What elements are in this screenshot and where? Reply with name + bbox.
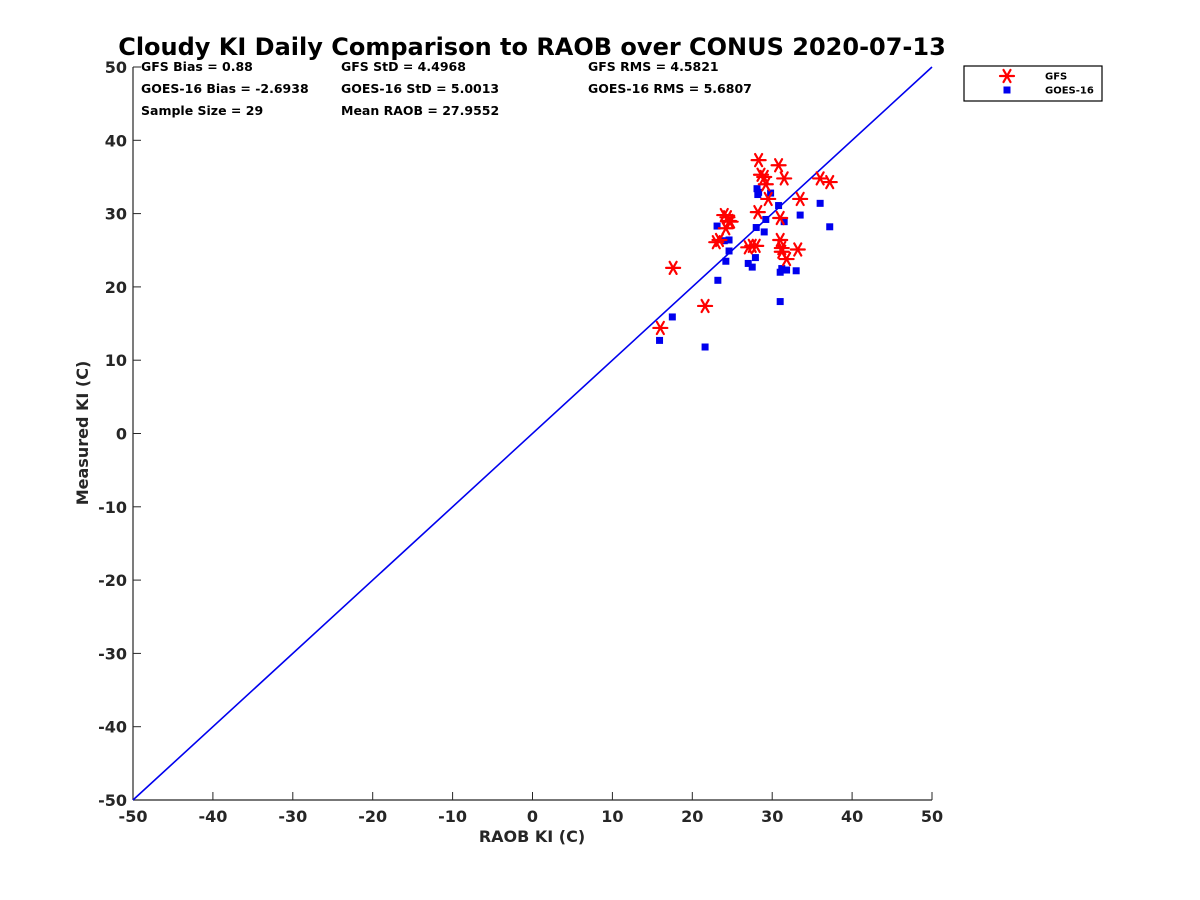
stat-label: GOES-16 RMS = 5.6807: [588, 81, 752, 96]
y-axis-label: Measured KI (C): [73, 361, 92, 506]
x-tick-label: -50: [119, 807, 148, 826]
goes16-point: [816, 199, 824, 207]
legend: GFS GOES-16: [963, 65, 1103, 102]
goes16-point: [725, 236, 733, 244]
y-tick-label: -50: [98, 791, 127, 810]
goes16-point: [755, 188, 763, 196]
y-tick-label: -10: [98, 498, 127, 517]
gfs-point: [789, 242, 806, 257]
goes16-point: [796, 211, 804, 219]
y-tick-label: -30: [98, 644, 127, 663]
goes16-point: [722, 257, 730, 265]
goes16-point: [826, 223, 834, 231]
y-tick-label: 10: [105, 351, 127, 370]
legend-label: GFS: [1045, 72, 1067, 83]
y-tick-label: 50: [105, 58, 127, 77]
goes16-point: [656, 336, 664, 344]
chart-title: Cloudy KI Daily Comparison to RAOB over …: [118, 33, 946, 61]
legend-gfs-marker: [998, 68, 1016, 84]
y-tick-label: -20: [98, 571, 127, 590]
x-tick-label: 0: [527, 807, 538, 826]
goes16-point: [725, 247, 733, 255]
gfs-point: [757, 177, 774, 192]
goes16-point: [780, 218, 788, 226]
stat-label: GOES-16 Bias = -2.6938: [141, 81, 309, 96]
goes16-point: [701, 343, 709, 351]
goes16-point: [762, 215, 770, 223]
goes16-point: [668, 313, 676, 321]
gfs-point: [772, 232, 789, 248]
goes16-point: [753, 185, 761, 193]
legend-label: GOES-16: [1045, 86, 1094, 97]
x-axis-label: RAOB KI (C): [479, 827, 585, 846]
stat-label: GFS StD = 4.4968: [341, 59, 466, 74]
gfs-point: [652, 320, 669, 336]
y-axis-ticks: 50 40 30 20 10 0 -10 -20 -30 -40 -50: [98, 58, 141, 810]
goes16-point: [748, 263, 756, 271]
stat-label: Sample Size = 29: [141, 103, 263, 118]
y-tick-label: 30: [105, 205, 127, 224]
gfs-point: [772, 210, 789, 226]
series-goes-16: [656, 185, 834, 351]
x-axis-ticks: -50 -40 -30 -20 -10 0 10 20 30 40 50: [119, 792, 943, 826]
x-tick-label: 10: [601, 807, 623, 826]
stat-label: GFS Bias = 0.88: [141, 59, 253, 74]
stat-label: Mean RAOB = 27.9552: [341, 103, 499, 118]
legend-box: [963, 65, 1103, 102]
y-tick-label: -40: [98, 718, 127, 737]
goes16-point: [714, 276, 722, 284]
data-series: [652, 152, 838, 351]
goes16-point: [778, 265, 786, 273]
gfs-point: [749, 204, 766, 220]
x-tick-label: -20: [358, 807, 387, 826]
legend-goes16-marker: [1003, 86, 1011, 94]
gfs-point: [665, 260, 682, 276]
gfs-point: [776, 171, 793, 186]
gfs-point: [696, 298, 714, 314]
y-tick-label: 40: [105, 131, 127, 150]
goes16-point: [783, 266, 791, 274]
goes16-point: [776, 268, 784, 276]
gfs-point: [770, 158, 787, 173]
goes16-point: [775, 202, 783, 210]
goes16-point: [713, 222, 721, 230]
stat-label: GOES-16 StD = 5.0013: [341, 81, 499, 96]
gfs-point: [720, 213, 738, 229]
one-to-one-reference-line: [132, 66, 933, 801]
goes16-point: [751, 254, 759, 262]
x-tick-label: -40: [198, 807, 227, 826]
goes16-point: [744, 259, 752, 267]
goes16-point: [752, 224, 760, 232]
gfs-point: [750, 152, 767, 168]
y-tick-label: 0: [116, 425, 127, 444]
gfs-point: [711, 232, 728, 248]
y-tick-label: 20: [105, 278, 127, 297]
goes16-point: [760, 228, 768, 236]
x-tick-label: -30: [278, 807, 307, 826]
goes16-point: [776, 298, 784, 306]
gfs-point: [821, 174, 838, 190]
goes16-point: [792, 267, 800, 275]
gfs-point: [748, 238, 765, 254]
x-tick-label: 20: [681, 807, 703, 826]
gfs-point: [778, 251, 795, 267]
x-tick-label: 40: [841, 807, 863, 826]
series-gfs: [652, 152, 838, 336]
x-tick-label: 30: [761, 807, 783, 826]
stats-annotations: GFS Bias = 0.88 GFS StD = 4.4968 GFS RMS =…: [141, 59, 752, 118]
x-tick-label: -10: [438, 807, 467, 826]
gfs-point: [792, 191, 809, 207]
stat-label: GFS RMS = 4.5821: [588, 59, 719, 74]
x-tick-label: 50: [921, 807, 943, 826]
gfs-point: [760, 191, 777, 207]
